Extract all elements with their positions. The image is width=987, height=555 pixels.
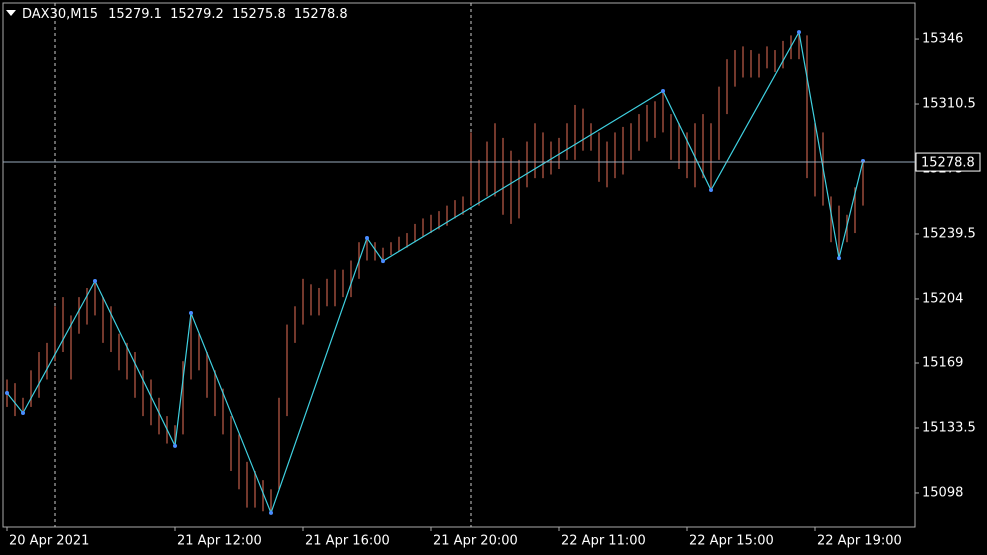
zigzag-point: [5, 391, 9, 396]
zigzag-point: [21, 410, 25, 415]
y-tick-label: 15133.5: [922, 420, 976, 435]
zigzag-point: [189, 311, 193, 316]
y-tick-label: 15098: [922, 485, 963, 500]
x-tick-label: 22 Apr 19:00: [817, 534, 902, 549]
header-value: 15279.1: [108, 7, 162, 22]
zigzag-point: [365, 236, 369, 241]
header-value: 15279.2: [170, 7, 224, 22]
x-tick-label: 21 Apr 20:00: [433, 534, 518, 549]
x-tick-label: 21 Apr 16:00: [305, 534, 390, 549]
zigzag-point: [269, 510, 273, 515]
zigzag-point: [93, 279, 97, 284]
symbol: DAX30,M15: [22, 7, 98, 22]
y-tick-label: 15204: [922, 291, 963, 306]
zigzag-point: [837, 256, 841, 261]
y-tick-label: 15346: [922, 32, 963, 47]
x-tick-label: 22 Apr 11:00: [561, 534, 646, 549]
y-tick-label: 15239.5: [922, 226, 976, 241]
y-tick-label: 15310.5: [922, 97, 976, 112]
menu-triangle[interactable]: [6, 10, 16, 16]
last-price-label: 15278.8: [921, 156, 975, 171]
plot-frame: [2, 2, 916, 528]
zigzag-point: [661, 89, 665, 94]
x-tick-label: 20 Apr 2021: [9, 534, 89, 549]
last-price-box: [915, 152, 981, 172]
x-tick-label: 21 Apr 12:00: [177, 534, 262, 549]
zigzag-point: [709, 188, 713, 193]
header-value: 15278.8: [294, 7, 348, 22]
x-tick-label: 22 Apr 15:00: [689, 534, 774, 549]
zigzag-point: [173, 443, 177, 448]
zigzag-point: [797, 30, 801, 35]
zigzag-point: [381, 259, 385, 264]
header-value: 15275.8: [232, 7, 286, 22]
header: DAX30,M15 15279.1 15279.2 15275.8 15278.…: [22, 7, 348, 22]
y-tick-label: 15169: [922, 356, 963, 371]
